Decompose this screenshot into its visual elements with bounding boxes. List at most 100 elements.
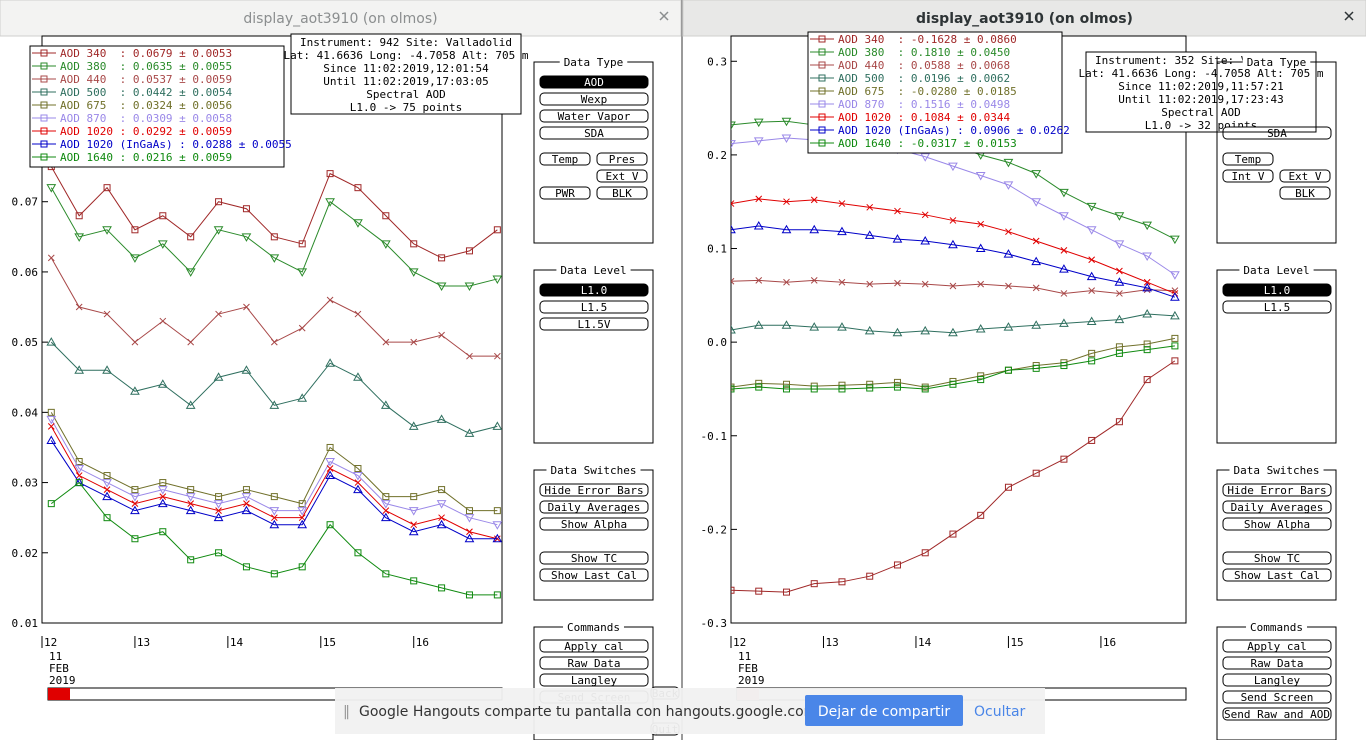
button[interactable] [596, 152, 648, 166]
button[interactable] [539, 317, 649, 331]
button[interactable] [539, 75, 649, 89]
marker [354, 184, 362, 192]
button[interactable] [1222, 551, 1332, 565]
marker [438, 486, 446, 494]
info-line: Lat: 41.6636 Long: -4.7058 Alt: 705 m [283, 49, 528, 62]
button-label[interactable]: PWR [555, 187, 575, 200]
button-label[interactable]: Hide Error Bars [1227, 484, 1326, 497]
button-label[interactable]: Langley [571, 674, 618, 687]
legend-marker [40, 153, 48, 161]
button[interactable] [539, 300, 649, 314]
button[interactable] [539, 109, 649, 123]
button-label[interactable]: BLK [1295, 187, 1315, 200]
hide-link[interactable]: Ocultar [974, 704, 1026, 720]
button-label[interactable]: Send Raw and AOD [1224, 708, 1330, 721]
button[interactable] [539, 673, 649, 687]
button-label[interactable]: Daily Averages [548, 501, 641, 514]
button[interactable] [1222, 300, 1332, 314]
button[interactable] [1222, 673, 1332, 687]
button[interactable] [539, 517, 649, 531]
button-label[interactable]: Show Last Cal [551, 569, 637, 582]
marker [187, 556, 195, 564]
button[interactable] [539, 639, 649, 653]
button[interactable] [1222, 126, 1332, 140]
button[interactable] [1222, 639, 1332, 653]
button-label[interactable]: Show Alpha [561, 518, 627, 531]
button[interactable] [1222, 517, 1332, 531]
button-label[interactable]: SDA [584, 127, 604, 140]
button-label[interactable]: Raw Data [1251, 657, 1304, 670]
marker [215, 507, 222, 515]
button[interactable] [1279, 169, 1331, 183]
button-label[interactable]: Hide Error Bars [544, 484, 643, 497]
stop-sharing-button[interactable] [805, 695, 963, 726]
marker [493, 591, 501, 599]
button-label[interactable]: Apply cal [564, 640, 624, 653]
button-label[interactable]: L1.5V [577, 318, 610, 331]
button[interactable] [539, 186, 591, 200]
button-label[interactable]: Send Screen [1241, 691, 1314, 704]
button[interactable] [1222, 568, 1332, 582]
button-label[interactable]: Show TC [1254, 552, 1300, 565]
button[interactable] [539, 551, 649, 565]
button-label[interactable]: Show Alpha [1244, 518, 1310, 531]
marker [159, 212, 167, 220]
button[interactable] [1222, 169, 1274, 183]
button-label[interactable]: L1.5 [581, 301, 608, 314]
close-button[interactable] [659, 11, 669, 21]
button[interactable] [1222, 152, 1274, 166]
button-label[interactable]: Pres [609, 153, 636, 166]
panel-title: Commands [1250, 621, 1303, 634]
marker [1142, 221, 1153, 231]
button-label[interactable]: L1.0 [581, 284, 608, 297]
button[interactable] [1222, 483, 1332, 497]
button[interactable] [1222, 656, 1332, 670]
button[interactable] [596, 186, 648, 200]
button-label[interactable]: Show Last Cal [1234, 569, 1320, 582]
button[interactable] [539, 92, 649, 106]
marker [410, 577, 418, 585]
button[interactable] [539, 152, 591, 166]
button[interactable] [539, 656, 649, 670]
button-label[interactable]: Temp [1235, 153, 1262, 166]
marker [410, 521, 418, 529]
close-button[interactable] [1344, 11, 1354, 21]
button[interactable] [1279, 186, 1331, 200]
button-label[interactable]: Temp [552, 153, 579, 166]
button-label[interactable]: Daily Averages [1231, 501, 1324, 514]
stop-sharing-label[interactable]: Dejar de compartir [818, 704, 951, 720]
button-label[interactable]: Int V [1231, 170, 1264, 183]
button[interactable] [539, 500, 649, 514]
marker [159, 493, 167, 500]
marker [1005, 282, 1012, 290]
button[interactable] [1222, 690, 1332, 704]
button[interactable] [1222, 283, 1332, 297]
button[interactable] [1222, 707, 1332, 721]
button-label[interactable]: Ext V [605, 170, 638, 183]
button[interactable] [539, 568, 649, 582]
button[interactable] [539, 126, 649, 140]
button-label[interactable]: BLK [612, 187, 632, 200]
button[interactable] [539, 283, 649, 297]
legend-name: AOD 870 [60, 112, 106, 125]
legend-marker [40, 114, 48, 122]
button[interactable] [596, 169, 648, 183]
button-label[interactable]: Raw Data [568, 657, 621, 670]
button-label[interactable]: AOD [584, 76, 604, 89]
button-label[interactable]: Langley [1254, 674, 1301, 687]
marker [325, 358, 335, 367]
marker [783, 198, 790, 206]
y-tick-label: 0.02 [12, 547, 39, 560]
button-label[interactable]: L1.5 [1264, 301, 1291, 314]
legend-stat: : -0.0317 ± 0.0153 [898, 137, 1017, 150]
button-label[interactable]: Ext V [1288, 170, 1321, 183]
button[interactable] [539, 483, 649, 497]
button-label[interactable]: Water Vapor [558, 110, 631, 123]
button-label[interactable]: Wexp [581, 93, 608, 106]
button-label[interactable]: SDA [1267, 127, 1287, 140]
button-label[interactable]: Show TC [571, 552, 617, 565]
button-label[interactable]: Apply cal [1247, 640, 1307, 653]
button[interactable] [1222, 500, 1332, 514]
button-label[interactable]: L1.0 [1264, 284, 1291, 297]
marker [1059, 318, 1069, 327]
